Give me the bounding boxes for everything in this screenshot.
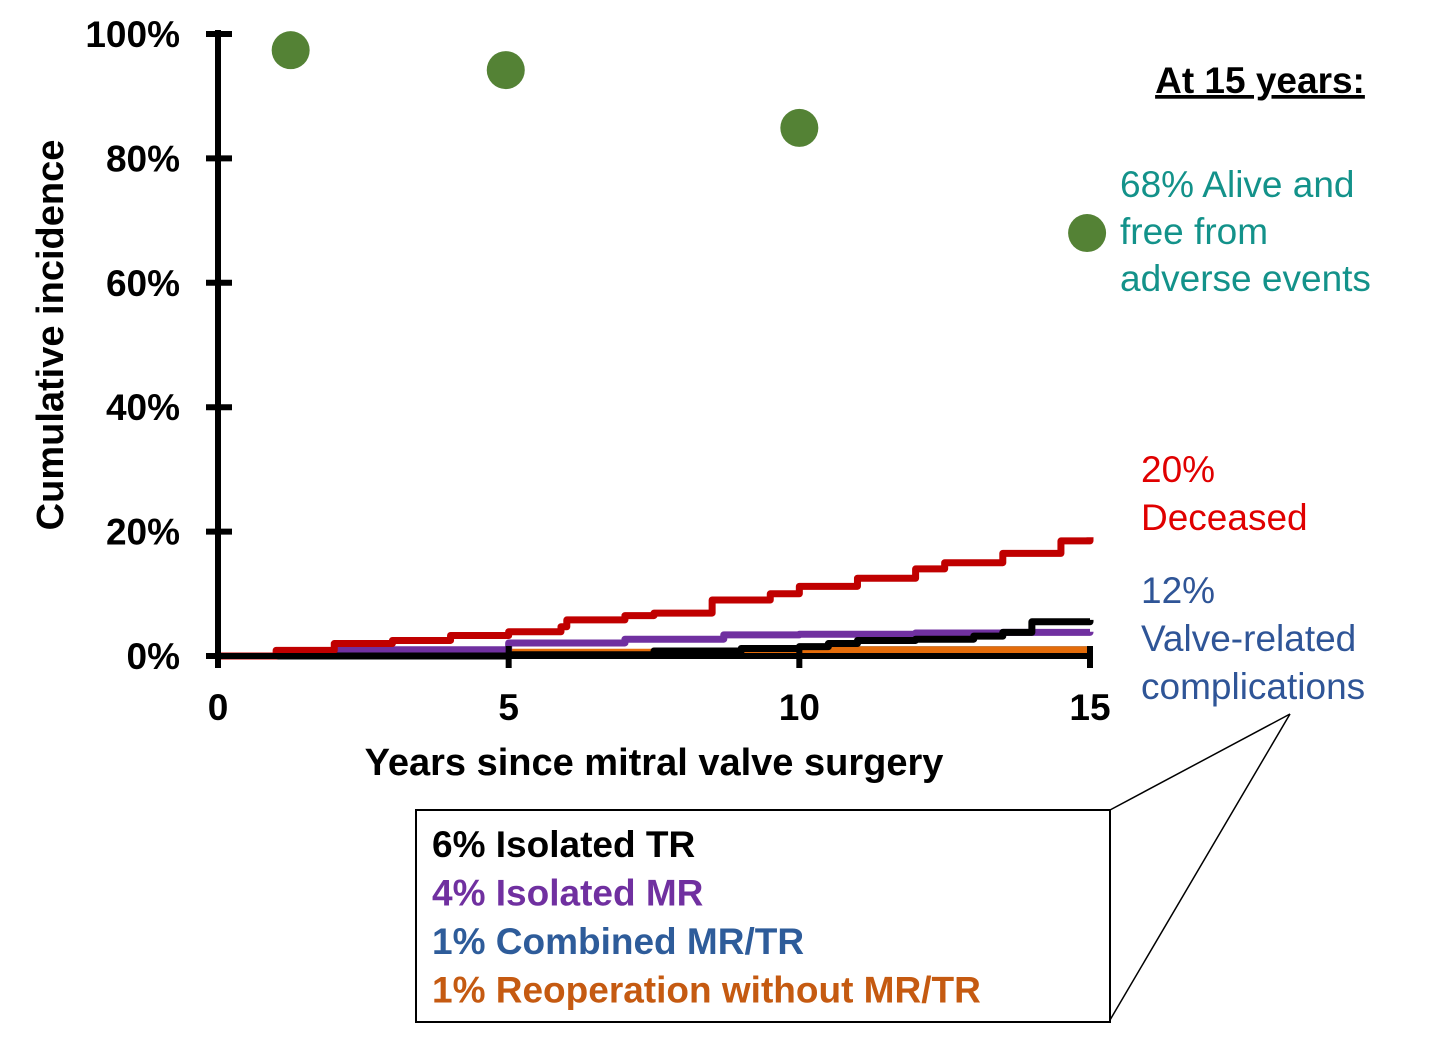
- valve-line-2: Valve-related: [1141, 618, 1356, 659]
- alive-point: [271, 31, 310, 70]
- series-line-isolated_tr: [218, 618, 1094, 660]
- series-line-deceased: [218, 537, 1094, 660]
- alive-line-2: free from: [1120, 211, 1268, 252]
- x-tick-label: 15: [1069, 687, 1110, 728]
- alive-line-1: 68% Alive and: [1120, 164, 1355, 205]
- breakdown-box: [415, 809, 1111, 1023]
- series-lines: [218, 537, 1094, 660]
- x-axis-label: Years since mitral valve surgery: [365, 742, 944, 784]
- y-tick-label: 0%: [127, 636, 180, 677]
- breakdown-item: 1% Reoperation without MR/TR: [432, 970, 981, 1011]
- y-tick-label: 60%: [106, 263, 180, 304]
- alive-line-3: adverse events: [1120, 258, 1371, 299]
- deceased-line-1: 20%: [1141, 449, 1215, 490]
- breakdown-item: 6% Isolated TR: [432, 824, 695, 865]
- alive-points: [271, 31, 1107, 253]
- x-tick-label: 0: [208, 687, 229, 728]
- x-tick-label: 5: [498, 687, 519, 728]
- deceased-annotation: 20% Deceased: [1141, 449, 1308, 538]
- y-axis-label: Cumulative incidence: [30, 140, 72, 531]
- alive-annotation: 68% Alive and free from adverse events: [1120, 164, 1371, 299]
- breakdown-item: 4% Isolated MR: [432, 873, 703, 914]
- y-ticks: 0% 20% 40% 60% 80% 100%: [85, 14, 232, 677]
- breakdown-item: 1% Combined MR/TR: [432, 921, 804, 962]
- valve-line-3: complications: [1141, 666, 1365, 707]
- x-ticks: 0 5 10 15: [208, 646, 1111, 728]
- alive-point: [1068, 214, 1107, 253]
- deceased-line-2: Deceased: [1141, 497, 1308, 538]
- annotation-heading: At 15 years:: [1155, 60, 1365, 101]
- breakdown-list: 6% Isolated TR 4% Isolated MR 1% Combined …: [432, 824, 981, 1011]
- valve-line-1: 12%: [1141, 570, 1215, 611]
- y-tick-label: 20%: [106, 512, 180, 553]
- y-tick-label: 40%: [106, 387, 180, 428]
- callout-line-top: [1109, 713, 1291, 811]
- y-tick-label: 100%: [85, 14, 180, 55]
- y-tick-label: 80%: [106, 138, 180, 179]
- x-tick-label: 10: [779, 687, 820, 728]
- alive-point: [780, 108, 819, 147]
- alive-point: [486, 51, 525, 90]
- callout-line-bottom: [1109, 713, 1291, 1021]
- valve-annotation: 12% Valve-related complications: [1141, 570, 1365, 707]
